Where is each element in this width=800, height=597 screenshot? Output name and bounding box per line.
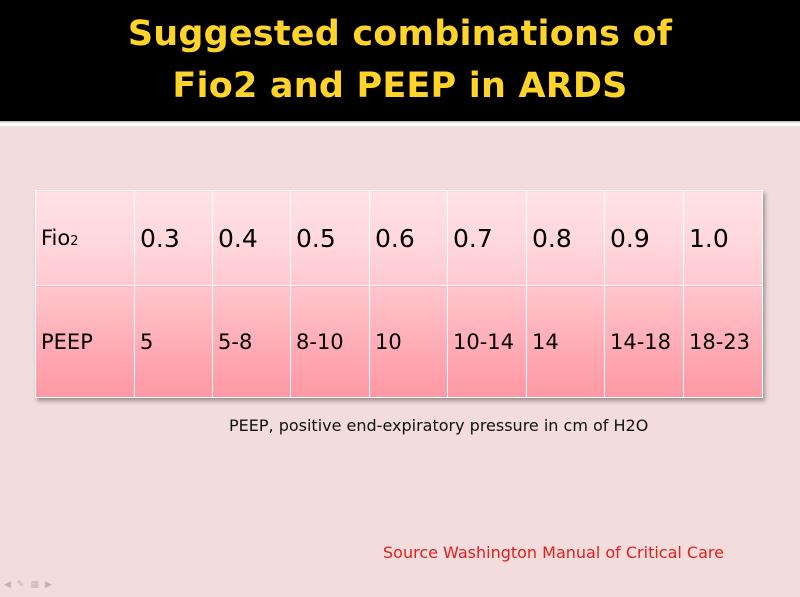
peep-value-cell: 5-8 — [212, 285, 291, 398]
source-citation: Source Washington Manual of Critical Car… — [383, 543, 724, 562]
fio2-value-cell: 0.7 — [447, 190, 527, 286]
fio2-label-cell: Fio2 — [35, 190, 135, 286]
peep-value-cell: 14-18 — [604, 285, 684, 398]
slide-header: Suggested combinations of Fio2 and PEEP … — [0, 0, 800, 122]
slide-title: Suggested combinations of Fio2 and PEEP … — [0, 8, 800, 112]
peep-value-cell: 5 — [134, 285, 213, 398]
fio2-value-cell: 1.0 — [683, 190, 763, 286]
fio2-peep-table: Fio2 0.3 0.4 0.5 0.6 0.7 0.8 0.9 1.0 PEE… — [35, 190, 763, 398]
next-icon[interactable]: ▶ — [44, 580, 52, 590]
peep-value-cell: 10-14 — [447, 285, 527, 398]
table-row-peep: PEEP 5 5-8 8-10 10 10-14 14 14-18 18-23 — [35, 285, 763, 398]
fio2-value-cell: 0.3 — [134, 190, 213, 286]
peep-value-cell: 18-23 — [683, 285, 763, 398]
peep-value-cell: 14 — [526, 285, 605, 398]
title-line-2: Fio2 and PEEP in ARDS — [172, 66, 628, 106]
fio2-label-subscript: 2 — [70, 234, 79, 249]
fio2-value-cell: 0.5 — [290, 190, 370, 286]
prev-icon[interactable]: ◀ — [4, 580, 11, 590]
fio2-value-cell: 0.8 — [526, 190, 605, 286]
header-divider — [0, 123, 800, 126]
peep-value-cell: 8-10 — [290, 285, 370, 398]
slideshow-nav: ◀ ✎ ▦ ▶ — [4, 580, 52, 590]
slides-icon[interactable]: ▦ — [30, 580, 39, 590]
title-line-1: Suggested combinations of — [127, 14, 673, 54]
table-row-fio2: Fio2 0.3 0.4 0.5 0.6 0.7 0.8 0.9 1.0 — [35, 190, 763, 286]
fio2-value-cell: 0.4 — [212, 190, 291, 286]
pen-icon[interactable]: ✎ — [16, 580, 25, 590]
table-footnote: PEEP, positive end-expiratory pressure i… — [229, 416, 649, 435]
peep-label-cell: PEEP — [35, 285, 135, 398]
fio2-label: Fio — [41, 226, 71, 250]
fio2-value-cell: 0.6 — [369, 190, 448, 286]
fio2-value-cell: 0.9 — [604, 190, 684, 286]
peep-value-cell: 10 — [369, 285, 448, 398]
